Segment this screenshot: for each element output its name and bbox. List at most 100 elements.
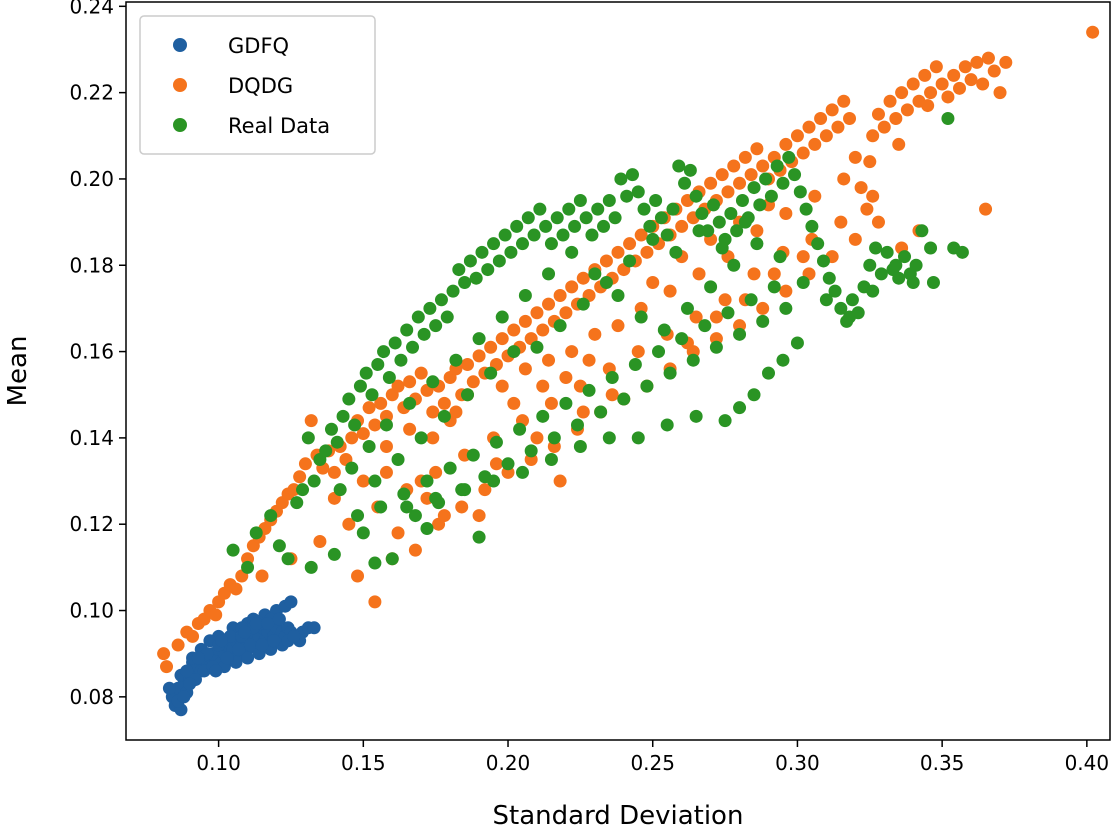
data-point — [565, 245, 579, 259]
data-point — [941, 90, 955, 104]
data-point — [356, 427, 370, 441]
data-point — [918, 68, 932, 82]
y-tick-label: 0.08 — [69, 685, 114, 709]
data-point — [724, 206, 738, 220]
data-point — [290, 496, 304, 510]
data-point — [536, 409, 550, 423]
data-point — [414, 431, 428, 445]
data-point — [440, 310, 454, 324]
data-point — [631, 345, 645, 359]
data-point — [874, 267, 888, 281]
data-point — [573, 194, 587, 208]
data-point — [400, 500, 414, 514]
data-point — [585, 228, 599, 242]
data-point — [837, 172, 851, 186]
data-point — [249, 526, 263, 540]
data-point — [374, 396, 388, 410]
data-point — [675, 219, 689, 233]
data-point — [617, 392, 631, 406]
data-point — [443, 461, 457, 475]
data-point — [733, 176, 747, 190]
data-point — [634, 310, 648, 324]
data-point — [625, 168, 639, 182]
data-point — [408, 543, 422, 557]
data-point — [611, 319, 625, 333]
data-point — [434, 293, 448, 307]
data-point — [1086, 25, 1100, 39]
data-point — [715, 168, 729, 182]
data-point — [819, 293, 833, 307]
data-point — [342, 392, 356, 406]
data-point — [544, 452, 558, 466]
data-point — [599, 254, 613, 268]
data-point — [495, 379, 509, 393]
y-tick-label: 0.16 — [69, 340, 114, 364]
data-point — [796, 146, 810, 160]
data-point — [738, 150, 752, 164]
data-point — [351, 509, 365, 523]
data-point — [843, 112, 857, 126]
data-point — [756, 301, 770, 315]
data-point — [307, 621, 321, 635]
data-point — [718, 414, 732, 428]
data-point — [898, 250, 912, 264]
data-point — [348, 418, 362, 432]
data-point — [623, 237, 637, 251]
data-point — [779, 301, 793, 315]
data-point — [426, 431, 440, 445]
data-point — [255, 569, 269, 583]
x-axis: 0.10 0.15 0.20 0.25 0.30 0.35 0.40 — [196, 740, 1109, 775]
data-point — [866, 189, 880, 203]
data-point — [744, 293, 758, 307]
data-point — [327, 547, 341, 561]
data-point — [191, 651, 205, 665]
data-point — [426, 375, 440, 389]
data-point — [530, 340, 544, 354]
data-point — [437, 509, 451, 523]
data-point — [359, 366, 373, 380]
data-point — [747, 267, 761, 281]
data-point — [999, 55, 1013, 69]
data-point — [249, 616, 263, 630]
x-tick-label: 0.40 — [1065, 751, 1110, 775]
data-point — [238, 625, 252, 639]
data-point — [157, 647, 171, 661]
data-point — [924, 86, 938, 100]
data-point — [614, 172, 628, 186]
data-point — [782, 150, 796, 164]
data-point — [492, 254, 506, 268]
x-tick-label: 0.15 — [341, 751, 386, 775]
data-point — [391, 379, 405, 393]
data-point — [356, 526, 370, 540]
data-point — [553, 288, 567, 302]
data-point — [515, 237, 529, 251]
data-point — [704, 280, 718, 294]
data-point — [811, 237, 825, 251]
data-point — [819, 129, 833, 143]
data-point — [987, 64, 1001, 78]
data-point — [455, 483, 469, 497]
data-point — [759, 172, 773, 186]
data-point — [947, 68, 961, 82]
data-point — [559, 396, 573, 410]
data-point — [750, 142, 764, 156]
data-point — [976, 77, 990, 91]
data-point — [709, 310, 723, 324]
data-point — [507, 396, 521, 410]
data-point — [408, 509, 422, 523]
data-point — [461, 388, 475, 402]
data-point — [215, 634, 229, 648]
x-tick-label: 0.35 — [920, 751, 965, 775]
data-point — [391, 452, 405, 466]
data-point — [845, 293, 859, 307]
data-point — [472, 332, 486, 346]
data-point — [429, 319, 443, 333]
data-point — [562, 202, 576, 216]
data-point — [799, 202, 813, 216]
data-point — [403, 375, 417, 389]
data-point — [461, 358, 475, 372]
data-point — [466, 448, 480, 462]
data-point — [750, 237, 764, 251]
data-point — [796, 276, 810, 290]
data-point — [660, 418, 674, 432]
